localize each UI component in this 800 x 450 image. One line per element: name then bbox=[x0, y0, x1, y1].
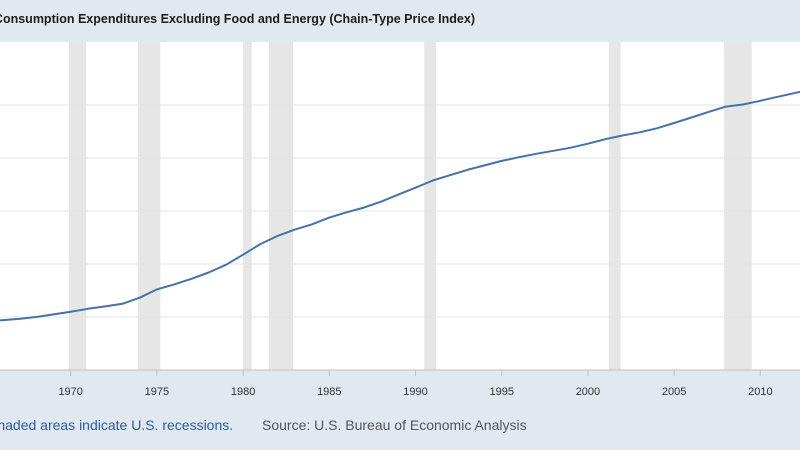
x-tick-label: 2005 bbox=[662, 386, 686, 398]
x-tick-label: 1975 bbox=[145, 386, 169, 398]
recession-band bbox=[268, 42, 294, 370]
x-tick-label: 1995 bbox=[489, 386, 513, 398]
recession-band bbox=[137, 42, 161, 370]
recession-band bbox=[424, 42, 437, 370]
x-tick-label: 2000 bbox=[576, 386, 600, 398]
plot-area bbox=[0, 42, 800, 370]
recessions-link[interactable]: Shaded areas indicate U.S. recessions. bbox=[0, 417, 234, 433]
source-note: Source: U.S. Bureau of Economic Analysis bbox=[262, 417, 527, 433]
series-line bbox=[0, 90, 800, 322]
chart-title: Personal Consumption Expenditures Exclud… bbox=[0, 12, 475, 26]
x-tick-label: 1970 bbox=[58, 386, 82, 398]
line-chart: 1965197019751980198519901995200020052010 bbox=[0, 42, 800, 398]
x-tick-label: 1990 bbox=[403, 386, 427, 398]
x-tick-label: 1980 bbox=[231, 386, 255, 398]
chart-header: Personal Consumption Expenditures Exclud… bbox=[0, 0, 800, 42]
recession-band bbox=[243, 42, 252, 370]
x-tick-label: 1985 bbox=[317, 386, 341, 398]
recession-band bbox=[608, 42, 621, 370]
recession-band bbox=[68, 42, 87, 370]
x-tick-label: 2010 bbox=[748, 386, 772, 398]
recession-band bbox=[724, 42, 752, 370]
